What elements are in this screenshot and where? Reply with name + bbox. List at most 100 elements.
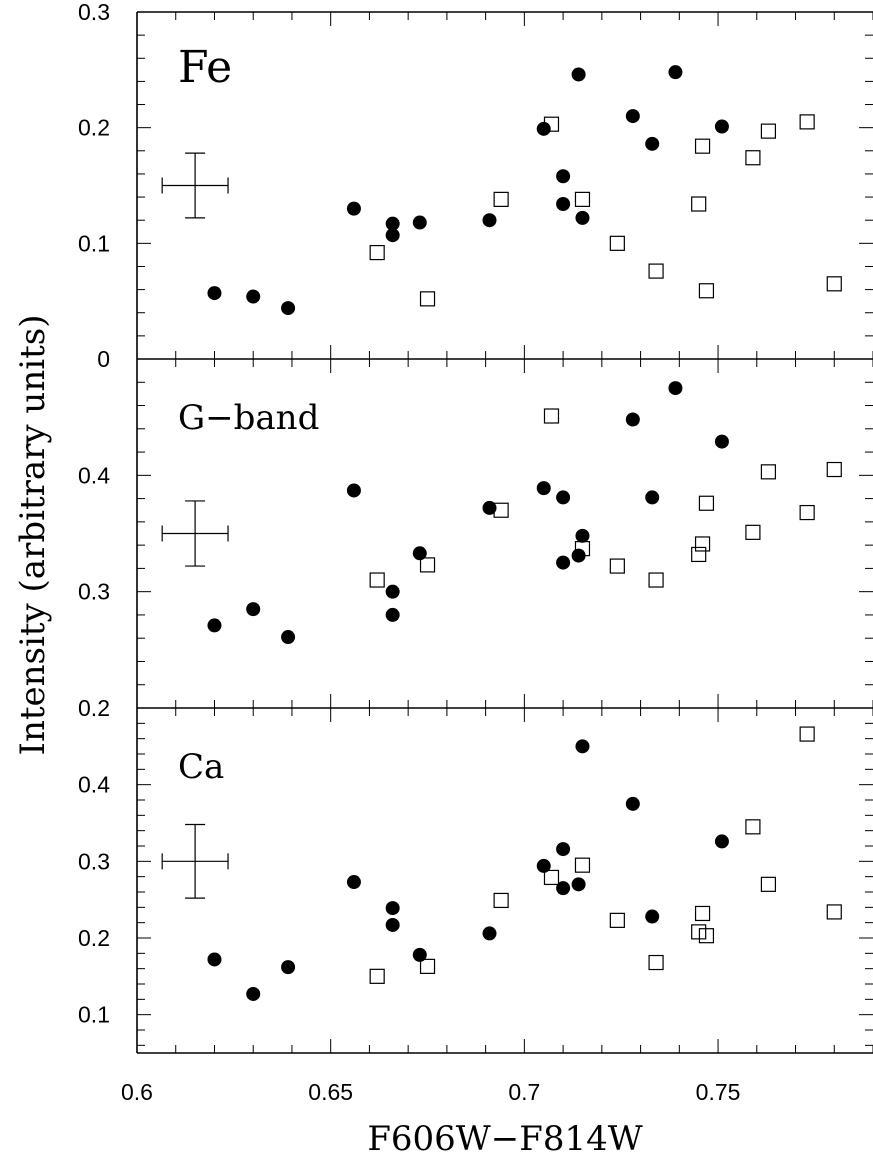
filled-circle-point bbox=[714, 834, 729, 849]
panel-label: G−band bbox=[178, 398, 319, 438]
open-square-point bbox=[543, 869, 560, 886]
open-square-point bbox=[799, 114, 815, 130]
open-square-point bbox=[698, 495, 715, 511]
filled-circle-point bbox=[385, 584, 400, 599]
filled-circle-point bbox=[281, 960, 296, 975]
open-square-point bbox=[826, 276, 842, 292]
panel-frames bbox=[136, 11, 873, 1054]
open-square-point bbox=[799, 726, 815, 742]
open-square-point bbox=[543, 408, 560, 424]
filled-circle-point bbox=[482, 500, 497, 515]
y-tick-label: 0.2 bbox=[78, 115, 110, 141]
filled-circle-point bbox=[556, 490, 571, 505]
y-tick-label: 0.3 bbox=[78, 0, 110, 25]
x-tick-label: 0.7 bbox=[508, 1079, 540, 1105]
open-square-point bbox=[799, 504, 815, 521]
open-square-point bbox=[760, 876, 777, 892]
x-tick-label: 0.6 bbox=[121, 1079, 153, 1105]
y-tick-label: 0.2 bbox=[78, 695, 110, 721]
open-square-point bbox=[609, 235, 625, 251]
open-square-point bbox=[543, 116, 560, 132]
filled-circle-point bbox=[556, 881, 571, 896]
open-square-point bbox=[419, 557, 436, 573]
filled-circle-point bbox=[207, 618, 222, 633]
open-square-point bbox=[826, 461, 842, 478]
tick-labels: 0.6 0.65 0.7 0.75 0 0.1 0.2 0.3 0.3 0.4 0.1 0.2 0.3 0… bbox=[78, 0, 740, 1105]
y-tick-label: 0.4 bbox=[78, 462, 110, 488]
open-square-point bbox=[419, 958, 436, 974]
filled-circle-point bbox=[571, 67, 586, 82]
filled-circle-point bbox=[668, 381, 683, 396]
filled-circle-point bbox=[346, 201, 361, 216]
filled-circle-point bbox=[412, 947, 427, 962]
filled-circle-point bbox=[556, 555, 571, 570]
x-tick-label: 0.65 bbox=[308, 1079, 353, 1105]
filled-circle-point bbox=[571, 877, 586, 892]
filled-circle-point bbox=[246, 602, 261, 617]
filled-circle-point bbox=[536, 481, 551, 496]
panel-label: Fe bbox=[178, 42, 232, 93]
y-axis-title: Intensity (arbitrary units) bbox=[13, 315, 53, 756]
filled-circle-point bbox=[385, 216, 400, 231]
open-square-point bbox=[694, 905, 711, 922]
open-square-point bbox=[493, 191, 509, 207]
filled-circle-point bbox=[412, 546, 427, 561]
open-square-point bbox=[609, 558, 625, 574]
filled-circle-point bbox=[346, 875, 361, 890]
y-tick-label: 0.4 bbox=[78, 772, 110, 798]
open-square-point bbox=[648, 572, 664, 588]
open-square-point bbox=[826, 904, 842, 920]
filled-circle-point bbox=[536, 858, 551, 873]
filled-circle-point bbox=[575, 739, 590, 754]
open-square-point bbox=[760, 123, 777, 139]
open-square-point bbox=[691, 196, 707, 212]
filled-circle-point bbox=[385, 607, 400, 622]
y-tick-label: 0 bbox=[97, 346, 110, 372]
open-square-point bbox=[745, 150, 761, 166]
filled-circle-point bbox=[385, 228, 400, 243]
open-square-point bbox=[691, 546, 707, 563]
open-square-point bbox=[694, 536, 711, 552]
y-tick-label: 0.1 bbox=[78, 230, 110, 256]
filled-circle-point bbox=[645, 909, 660, 924]
panel-label: Ca bbox=[178, 747, 224, 787]
filled-circle-point bbox=[246, 986, 261, 1001]
x-tick-label: 0.75 bbox=[696, 1079, 741, 1105]
filled-circle-point bbox=[714, 119, 729, 134]
open-square-point bbox=[574, 191, 591, 207]
filled-circle-point bbox=[575, 528, 590, 543]
y-tick-label: 0.3 bbox=[78, 579, 110, 605]
y-tick-label: 0.1 bbox=[78, 1002, 110, 1028]
filled-circle-point bbox=[556, 842, 571, 857]
open-square-point bbox=[574, 541, 591, 557]
open-square-point bbox=[419, 291, 436, 307]
filled-circle-point bbox=[714, 434, 729, 449]
x-axis-title: F606W−F814W bbox=[367, 1119, 642, 1158]
filled-circle-point bbox=[281, 301, 296, 316]
open-square-point bbox=[760, 464, 777, 480]
axis-ticks bbox=[136, 11, 873, 1053]
y-tick-label: 0.2 bbox=[78, 925, 110, 951]
filled-circle-point bbox=[281, 630, 296, 645]
open-square-point bbox=[369, 244, 385, 261]
open-square-point bbox=[369, 968, 385, 984]
filled-circle-point bbox=[207, 286, 222, 301]
y-tick-label: 0.3 bbox=[78, 848, 110, 874]
open-square-point bbox=[698, 283, 715, 299]
open-square-point bbox=[694, 138, 711, 154]
filled-circle-point bbox=[645, 136, 660, 151]
open-square-point bbox=[648, 263, 664, 279]
data-markers bbox=[207, 65, 842, 1001]
error-bars bbox=[161, 152, 229, 899]
filled-circle-point bbox=[556, 197, 571, 212]
filled-circle-point bbox=[575, 210, 590, 225]
filled-circle-point bbox=[668, 65, 683, 80]
filled-circle-point bbox=[207, 952, 222, 967]
open-square-point bbox=[609, 912, 625, 928]
open-square-point bbox=[369, 572, 385, 588]
open-square-point bbox=[745, 819, 761, 835]
open-square-point bbox=[493, 892, 509, 909]
open-square-point bbox=[745, 524, 761, 540]
filled-circle-point bbox=[625, 412, 640, 427]
